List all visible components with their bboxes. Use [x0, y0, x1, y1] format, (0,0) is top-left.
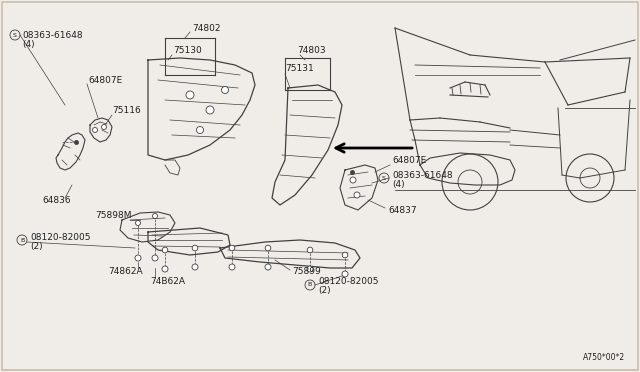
- Text: 64807E: 64807E: [392, 155, 426, 164]
- Circle shape: [265, 264, 271, 270]
- Circle shape: [152, 214, 157, 218]
- Circle shape: [221, 87, 228, 93]
- Text: 74802: 74802: [192, 23, 221, 32]
- Text: 08120-82005: 08120-82005: [30, 232, 90, 241]
- Text: (2): (2): [318, 286, 331, 295]
- Circle shape: [192, 245, 198, 251]
- Circle shape: [265, 245, 271, 251]
- Circle shape: [229, 245, 235, 251]
- Circle shape: [229, 264, 235, 270]
- Circle shape: [196, 126, 204, 134]
- Text: 08120-82005: 08120-82005: [318, 278, 378, 286]
- Circle shape: [342, 271, 348, 277]
- Text: B: B: [308, 282, 312, 288]
- Circle shape: [102, 125, 106, 129]
- Circle shape: [307, 247, 313, 253]
- Text: 74803: 74803: [297, 45, 326, 55]
- Circle shape: [354, 192, 360, 198]
- Circle shape: [342, 252, 348, 258]
- Text: 75898M: 75898M: [95, 211, 131, 219]
- Text: 75131: 75131: [285, 64, 314, 73]
- Circle shape: [206, 106, 214, 114]
- Circle shape: [136, 221, 141, 225]
- Circle shape: [350, 177, 356, 183]
- Text: 08363-61648: 08363-61648: [392, 170, 452, 180]
- Text: 74862A: 74862A: [108, 267, 143, 276]
- Text: (4): (4): [22, 39, 35, 48]
- Text: A750*00*2: A750*00*2: [583, 353, 625, 362]
- Circle shape: [192, 264, 198, 270]
- Circle shape: [135, 255, 141, 261]
- Text: (2): (2): [30, 241, 43, 250]
- Circle shape: [186, 91, 194, 99]
- Text: 75130: 75130: [173, 45, 202, 55]
- Text: 08363-61648: 08363-61648: [22, 31, 83, 39]
- Circle shape: [93, 128, 97, 132]
- Text: 75116: 75116: [112, 106, 141, 115]
- Circle shape: [152, 255, 158, 261]
- Text: 64836: 64836: [42, 196, 70, 205]
- Circle shape: [162, 247, 168, 253]
- Text: S: S: [13, 32, 17, 38]
- Text: 74B62A: 74B62A: [150, 278, 185, 286]
- Text: 64837: 64837: [388, 205, 417, 215]
- Text: S: S: [382, 176, 386, 180]
- Text: B: B: [20, 237, 24, 243]
- Text: 64807E: 64807E: [88, 76, 122, 84]
- Text: (4): (4): [392, 180, 404, 189]
- Circle shape: [307, 266, 313, 272]
- Text: 75899: 75899: [292, 267, 321, 276]
- Circle shape: [162, 266, 168, 272]
